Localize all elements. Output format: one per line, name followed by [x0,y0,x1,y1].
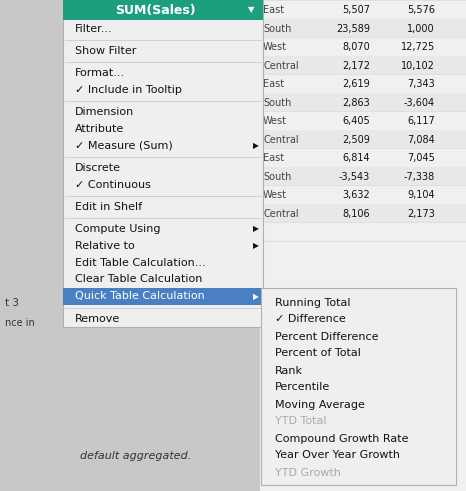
Text: Rank: Rank [275,365,303,376]
Text: ▼: ▼ [248,5,254,15]
Text: Percentile: Percentile [275,382,330,392]
Text: 10,102: 10,102 [401,60,435,71]
Bar [260,55,466,74]
Text: East: East [263,5,284,15]
Text: Dimension: Dimension [75,107,134,116]
Text: Format...: Format... [75,67,125,78]
Text: Quick Table Calculation: Quick Table Calculation [75,292,205,301]
Bar [260,166,466,185]
Text: 9,104: 9,104 [407,190,435,200]
Bar [63,288,263,305]
Text: ✓ Difference: ✓ Difference [275,315,346,325]
Text: Central: Central [263,135,299,144]
Text: 7,084: 7,084 [407,135,435,144]
Text: 2,173: 2,173 [407,209,435,218]
Text: default aggregated.: default aggregated. [80,451,191,461]
Text: 2,172: 2,172 [342,60,370,71]
Text: West: West [263,116,287,126]
Text: Discrete: Discrete [75,163,121,172]
Text: Remove: Remove [75,313,120,324]
Bar [260,130,466,148]
Text: 2,863: 2,863 [342,98,370,108]
Text: ✓ Include in Tooltip: ✓ Include in Tooltip [75,84,182,94]
Text: East: East [263,79,284,89]
Text: ✓ Continuous: ✓ Continuous [75,180,151,190]
Text: ▶: ▶ [253,241,259,250]
Text: SUM(Sales): SUM(Sales) [115,3,195,17]
Bar [260,203,466,222]
Text: Edit in Shelf: Edit in Shelf [75,201,142,212]
Text: ▶: ▶ [253,141,259,150]
Text: East: East [263,153,284,163]
Text: Filter...: Filter... [75,24,113,33]
Text: 3,632: 3,632 [342,190,370,200]
Bar [63,0,263,20]
Text: ▶: ▶ [253,292,259,301]
Bar [260,92,466,111]
Text: 2,619: 2,619 [342,79,370,89]
Text: 5,576: 5,576 [407,5,435,15]
Text: 7,045: 7,045 [407,153,435,163]
Text: South: South [263,24,291,33]
Text: Compute Using: Compute Using [75,223,160,234]
Text: Attribute: Attribute [75,124,124,134]
Text: -7,338: -7,338 [404,171,435,182]
Text: 8,106: 8,106 [343,209,370,218]
Text: -3,543: -3,543 [339,171,370,182]
Text: Central: Central [263,209,299,218]
Text: ▶: ▶ [253,224,259,233]
Text: 8,070: 8,070 [342,42,370,52]
Text: 7,343: 7,343 [407,79,435,89]
Text: 2,509: 2,509 [342,135,370,144]
Text: West: West [263,190,287,200]
Text: Running Total: Running Total [275,298,350,307]
Text: nce in: nce in [5,318,35,328]
Text: Edit Table Calculation...: Edit Table Calculation... [75,257,206,268]
Text: Central: Central [263,60,299,71]
Bar [63,0,263,327]
Text: Show Filter: Show Filter [75,46,137,55]
Bar [260,0,466,491]
Text: ✓ Measure (Sum): ✓ Measure (Sum) [75,140,173,151]
Text: -3,604: -3,604 [404,98,435,108]
Text: 23,589: 23,589 [336,24,370,33]
Text: Moving Average: Moving Average [275,400,365,409]
Text: South: South [263,98,291,108]
Text: 5,507: 5,507 [342,5,370,15]
Text: 12,725: 12,725 [401,42,435,52]
Bar [260,19,466,37]
Text: YTD Growth: YTD Growth [275,467,341,478]
Text: YTD Total: YTD Total [275,416,327,427]
Text: Percent Difference: Percent Difference [275,331,378,342]
Text: 6,117: 6,117 [407,116,435,126]
Text: Compound Growth Rate: Compound Growth Rate [275,434,409,443]
Text: South: South [263,171,291,182]
Text: t 3: t 3 [5,298,19,308]
Text: Year Over Year Growth: Year Over Year Growth [275,451,400,461]
Text: Percent of Total: Percent of Total [275,349,361,358]
Text: Relative to: Relative to [75,241,135,250]
Text: 1,000: 1,000 [407,24,435,33]
Text: 6,814: 6,814 [343,153,370,163]
Text: 6,405: 6,405 [342,116,370,126]
Bar [261,288,456,485]
Text: Clear Table Calculation: Clear Table Calculation [75,274,202,284]
Text: West: West [263,42,287,52]
